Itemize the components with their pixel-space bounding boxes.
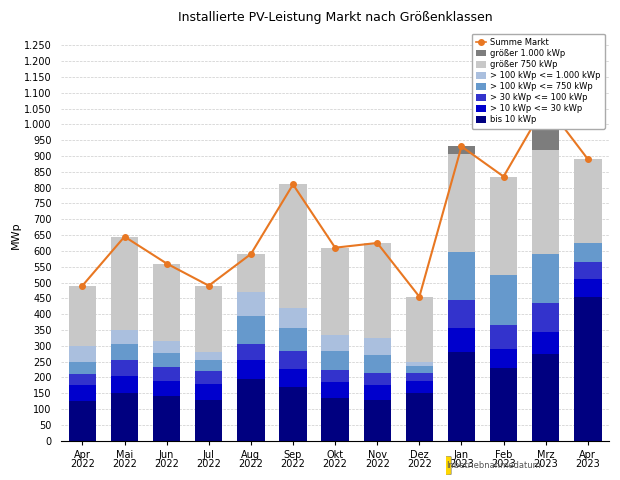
Bar	[448, 328, 475, 352]
Bar	[321, 248, 349, 335]
Bar	[69, 385, 96, 401]
Bar	[532, 332, 559, 354]
Bar	[574, 262, 601, 279]
Bar	[111, 330, 138, 344]
Bar	[153, 367, 180, 381]
Bar	[490, 325, 517, 349]
Bar	[490, 177, 517, 275]
Bar	[448, 300, 475, 328]
Bar	[490, 368, 517, 441]
Bar	[574, 297, 601, 441]
Bar	[153, 341, 180, 353]
Bar	[405, 297, 433, 361]
Bar	[280, 370, 307, 387]
Bar	[490, 275, 517, 325]
Bar	[69, 401, 96, 441]
Bar	[448, 252, 475, 300]
Bar	[195, 371, 223, 384]
Bar	[448, 352, 475, 441]
Bar	[237, 292, 265, 316]
Bar	[153, 396, 180, 441]
Bar	[237, 254, 265, 292]
Legend: Summe Markt, größer 1.000 kWp, größer 750 kWp, > 100 kWp <= 1.000 kWp, > 100 kWp: Summe Markt, größer 1.000 kWp, größer 75…	[472, 34, 604, 129]
Bar	[363, 372, 391, 385]
Bar	[574, 243, 601, 262]
Bar	[69, 346, 96, 361]
Bar	[237, 360, 265, 379]
Bar	[363, 355, 391, 372]
Bar	[448, 155, 475, 252]
Bar	[321, 335, 349, 351]
Bar	[321, 351, 349, 370]
Bar	[363, 385, 391, 399]
Bar	[574, 279, 601, 297]
Bar	[111, 344, 138, 360]
Bar	[69, 286, 96, 346]
Bar	[69, 361, 96, 374]
Bar	[111, 376, 138, 393]
Bar	[363, 399, 391, 441]
Bar	[321, 398, 349, 441]
Bar	[321, 382, 349, 398]
Bar	[280, 328, 307, 350]
Bar	[574, 159, 601, 243]
Bar	[490, 349, 517, 368]
Bar	[237, 379, 265, 441]
Bar	[111, 237, 138, 330]
Bar	[195, 360, 223, 371]
Bar	[280, 387, 307, 441]
Bar	[532, 254, 559, 303]
Y-axis label: MWp: MWp	[11, 221, 21, 249]
Bar	[532, 303, 559, 332]
Bar	[405, 381, 433, 393]
Bar	[195, 399, 223, 441]
Bar	[153, 264, 180, 341]
Bar	[363, 338, 391, 355]
Bar	[69, 374, 96, 385]
Bar	[153, 381, 180, 396]
Bar	[405, 393, 433, 441]
Bar	[363, 243, 391, 338]
Bar	[153, 353, 180, 367]
Text: Inbetriebnahmedatum: Inbetriebnahmedatum	[446, 461, 541, 470]
Bar	[532, 104, 559, 150]
Bar	[405, 372, 433, 381]
Bar	[532, 150, 559, 254]
Bar	[111, 393, 138, 441]
Bar	[448, 146, 475, 155]
Bar	[405, 361, 433, 366]
Bar	[321, 370, 349, 382]
Bar	[280, 308, 307, 328]
Bar	[237, 344, 265, 360]
Bar	[195, 286, 223, 352]
Bar	[532, 354, 559, 441]
Title: Installierte PV-Leistung Markt nach Größenklassen: Installierte PV-Leistung Markt nach Größ…	[178, 11, 492, 24]
Bar	[195, 352, 223, 360]
FancyBboxPatch shape	[419, 456, 451, 475]
Bar	[195, 384, 223, 399]
Bar	[280, 350, 307, 370]
Bar	[280, 184, 307, 308]
Bar	[405, 366, 433, 372]
Bar	[111, 360, 138, 376]
Bar	[237, 316, 265, 344]
